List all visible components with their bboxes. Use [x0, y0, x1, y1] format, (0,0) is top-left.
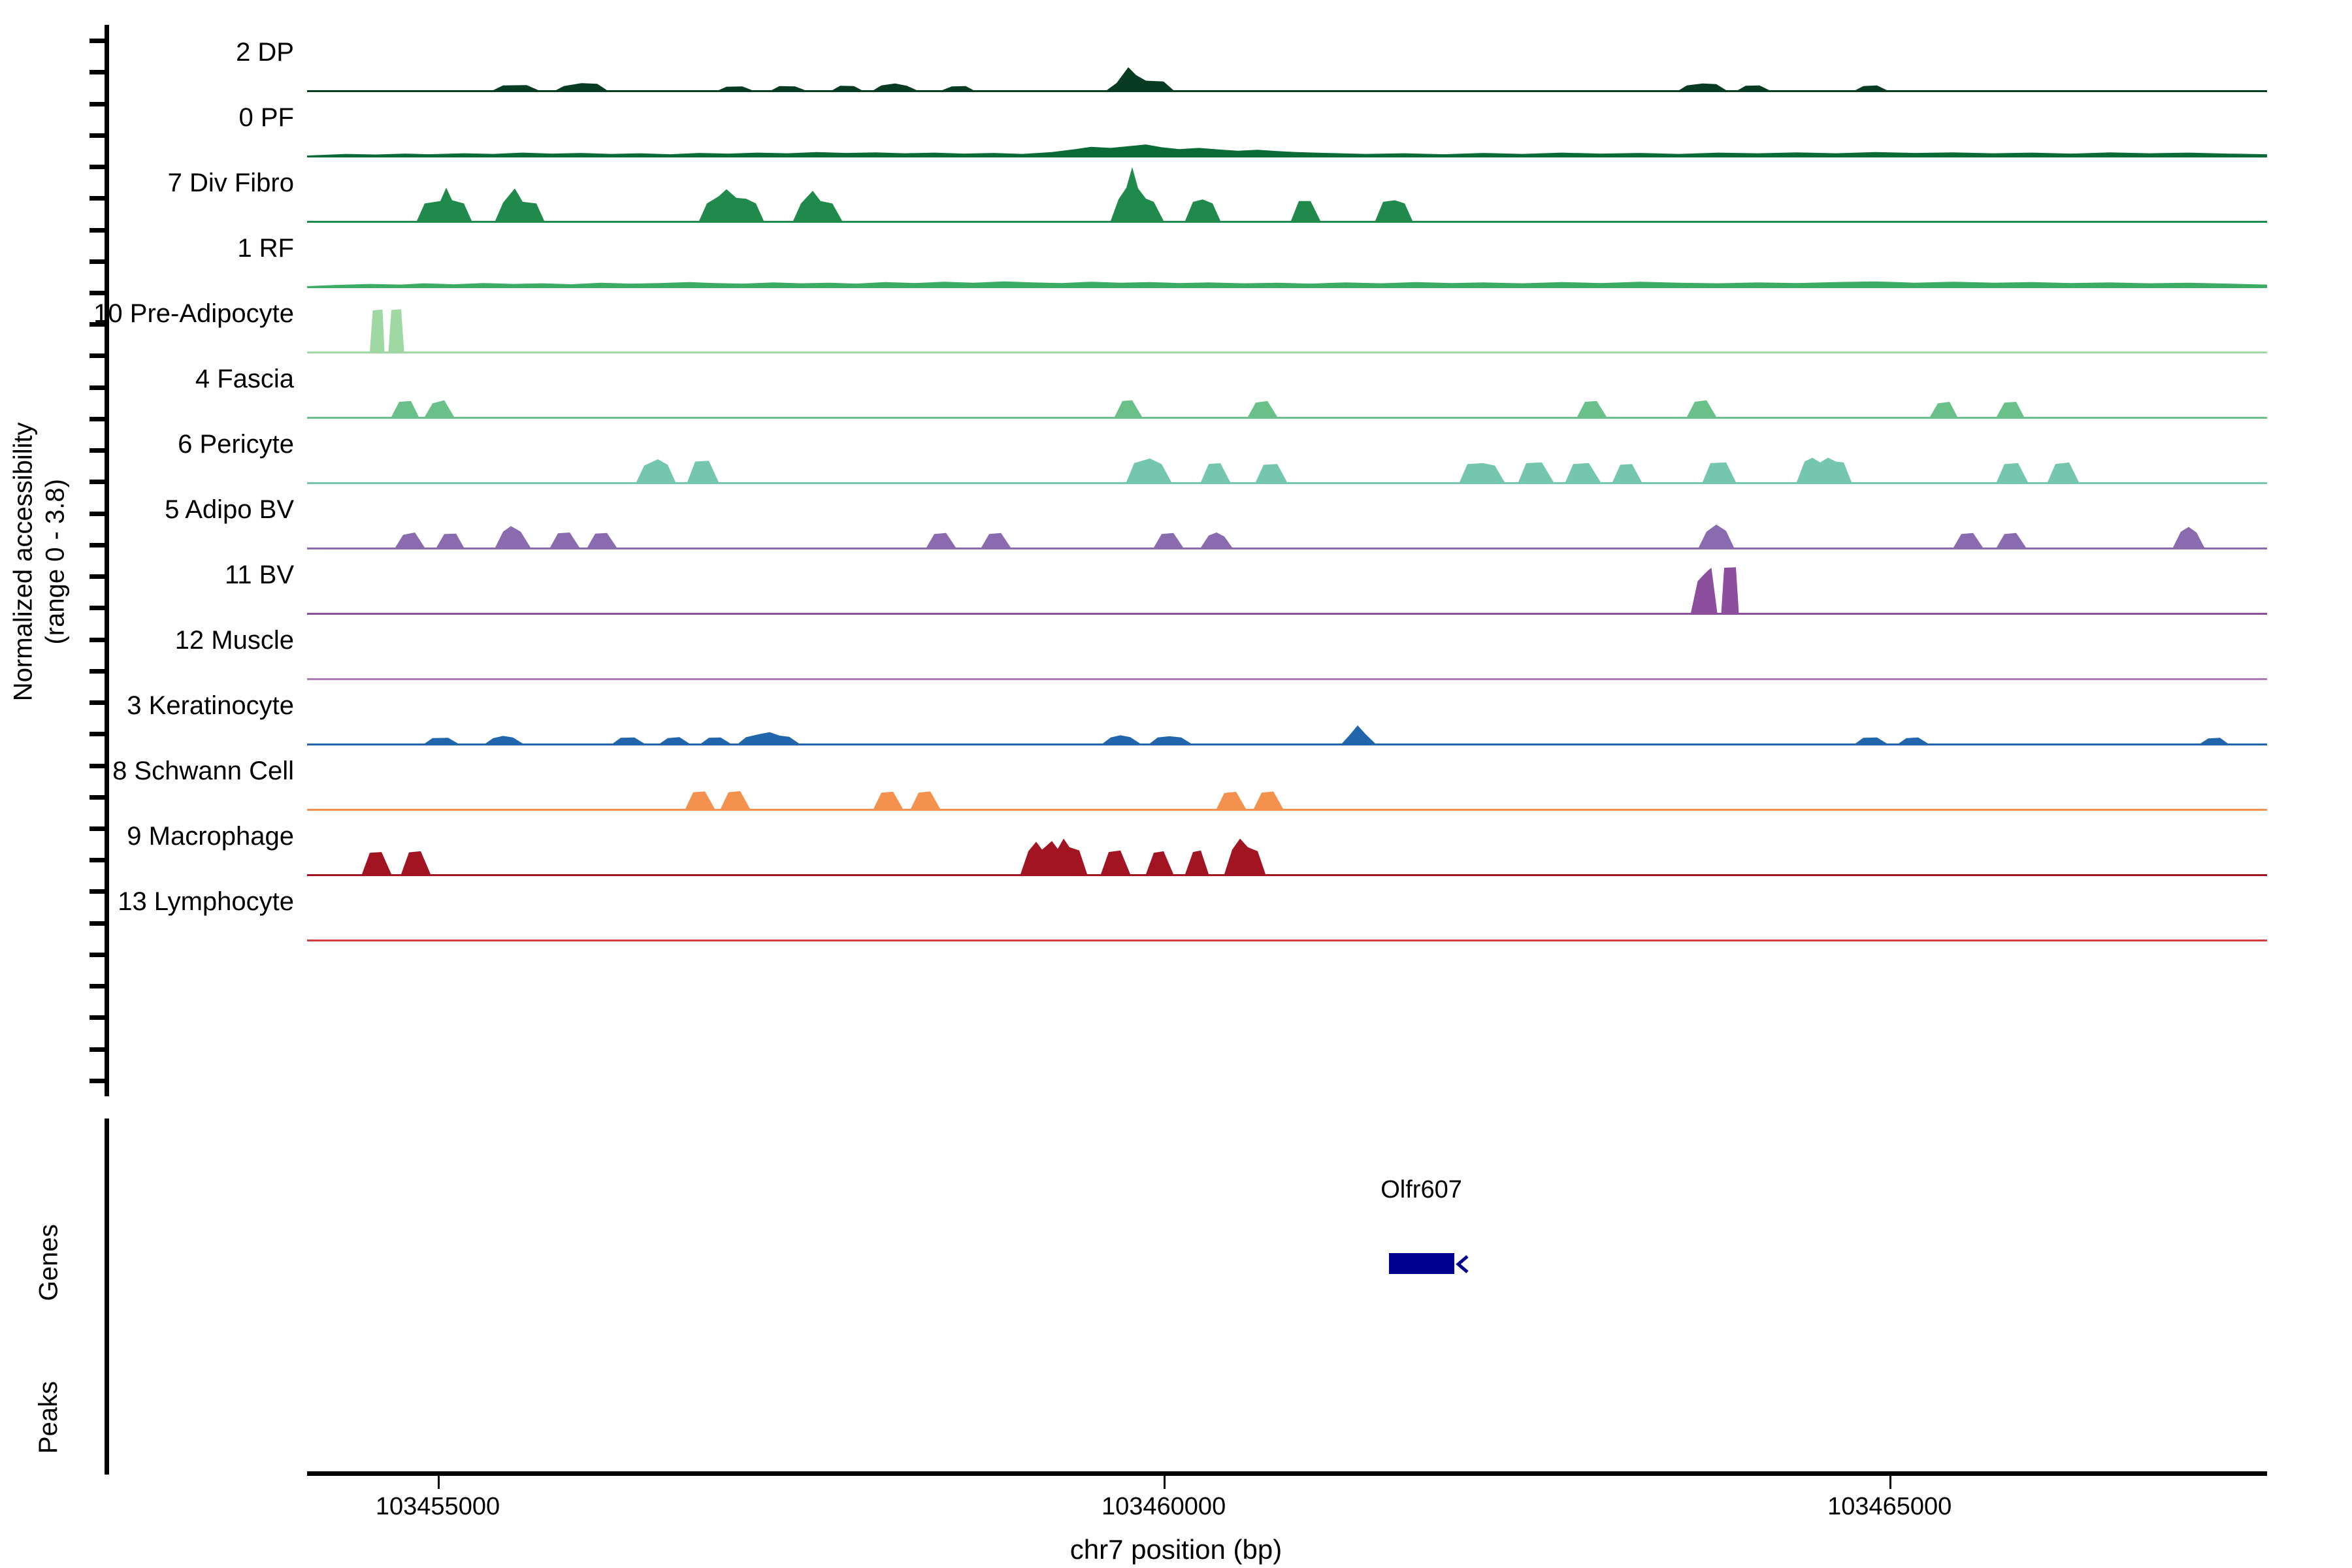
- axis-tick: [90, 921, 105, 926]
- axis-tick: [90, 448, 105, 453]
- signal-area: [307, 309, 2267, 353]
- axis-tick: [90, 1047, 105, 1052]
- track-label-2-dp: 2 DP: [236, 38, 294, 67]
- signal-area: [307, 678, 2267, 680]
- axis-tick: [90, 542, 105, 547]
- track-signal: [307, 725, 2267, 745]
- peak-features: [0, 1360, 2352, 1475]
- track-label-3-keratinocyte: 3 Keratinocyte: [127, 691, 294, 720]
- axis-tick: [90, 353, 105, 359]
- track-signal: [307, 309, 2267, 353]
- track-label-4-fascia: 4 Fascia: [195, 365, 294, 393]
- track-label-12-muscle: 12 Muscle: [174, 626, 294, 655]
- track-label-1-rf: 1 RF: [237, 234, 294, 263]
- peaks-section-spine: [105, 1360, 109, 1475]
- signal-area: [307, 567, 2267, 615]
- axis-tick: [90, 133, 105, 138]
- axis-tick: [90, 39, 105, 44]
- signal-area: [307, 457, 2267, 484]
- axis-tick: [90, 70, 105, 75]
- track-label-10-pre-adipocyte: 10 Pre-Adipocyte: [93, 299, 294, 328]
- signal-area: [307, 939, 2267, 941]
- axis-tick: [90, 165, 105, 170]
- track-signal: [307, 400, 2267, 419]
- axis-tick: [90, 984, 105, 989]
- signal-area: [307, 144, 2267, 157]
- signal-area: [307, 524, 2267, 549]
- signal-area: [307, 725, 2267, 745]
- axis-tick: [90, 858, 105, 863]
- gene-strand-arrow-left-icon: [1452, 1253, 1474, 1279]
- axis-tick: [90, 1078, 105, 1083]
- signal-area: [307, 791, 2267, 811]
- axis-tick: [90, 574, 105, 580]
- axis-tick: [90, 480, 105, 485]
- accessibility-axis-spine: [105, 25, 109, 1096]
- axis-tick: [90, 227, 105, 233]
- x-axis-tick: [1164, 1476, 1166, 1489]
- gene-name-label: Olfr607: [1380, 1176, 1462, 1203]
- gene-body[interactable]: [1388, 1253, 1454, 1274]
- track-signal: [307, 67, 2267, 92]
- axis-tick: [90, 826, 105, 831]
- x-axis-line: [307, 1471, 2267, 1476]
- axis-tick: [90, 291, 105, 295]
- track-label-11-bv: 11 BV: [225, 561, 294, 589]
- track-label-13-lymphocyte: 13 Lymphocyte: [118, 887, 294, 916]
- axis-tick: [90, 511, 105, 516]
- gene-models: Olfr607: [0, 1119, 2352, 1406]
- track-signal: [307, 939, 2267, 941]
- genes-section-spine: [105, 1119, 109, 1406]
- track-signal: [307, 281, 2267, 288]
- axis-tick: [90, 763, 105, 768]
- axis-tick: [90, 952, 105, 957]
- track-signal: [307, 144, 2267, 157]
- track-label-7-div-fibro: 7 Div Fibro: [167, 169, 294, 197]
- track-label-0-pf: 0 PF: [238, 103, 294, 132]
- axis-tick: [90, 416, 105, 421]
- signal-area: [307, 281, 2267, 288]
- track-label-8-schwann-cell: 8 Schwann Cell: [112, 757, 294, 785]
- axis-tick: [90, 637, 105, 642]
- x-axis-tick-label: 103460000: [1102, 1493, 1226, 1520]
- axis-tick: [90, 101, 105, 106]
- track-label-6-pericyte: 6 Pericyte: [178, 430, 294, 459]
- signal-area: [307, 400, 2267, 419]
- track-signal: [307, 167, 2267, 223]
- x-axis-tick-label: 103455000: [375, 1493, 500, 1520]
- axis-tick: [90, 732, 105, 737]
- axis-tick: [90, 322, 105, 327]
- track-label-9-macrophage: 9 Macrophage: [127, 822, 294, 851]
- axis-tick: [90, 606, 105, 611]
- x-axis-tick: [438, 1476, 440, 1489]
- axis-tick: [90, 1015, 105, 1021]
- track-signal: [307, 791, 2267, 811]
- axis-tick: [90, 196, 105, 201]
- axis-tick: [90, 889, 105, 894]
- track-signal: [307, 567, 2267, 615]
- track-signal: [307, 838, 2267, 876]
- axis-tick: [90, 794, 105, 800]
- axis-tick: [90, 668, 105, 674]
- track-signal: [307, 457, 2267, 484]
- track-signal: [307, 678, 2267, 680]
- signal-area: [307, 838, 2267, 876]
- axis-tick: [90, 385, 105, 390]
- track-label-5-adipo-bv: 5 Adipo BV: [165, 495, 294, 524]
- accessibility-tracks: 2 DP 0 PF 7 Div Fibro 1 RF 10 Pre-Adipocyte 4…: [93, 38, 2267, 941]
- axis-tick: [90, 700, 105, 706]
- signal-area: [307, 167, 2267, 223]
- track-signal: [307, 524, 2267, 549]
- x-axis-tick: [1889, 1476, 1892, 1489]
- x-axis-tick-label: 103465000: [1827, 1493, 1952, 1520]
- x-axis-title: chr7 position (bp): [1070, 1534, 1282, 1565]
- axis-tick: [90, 259, 105, 264]
- signal-area: [307, 67, 2267, 92]
